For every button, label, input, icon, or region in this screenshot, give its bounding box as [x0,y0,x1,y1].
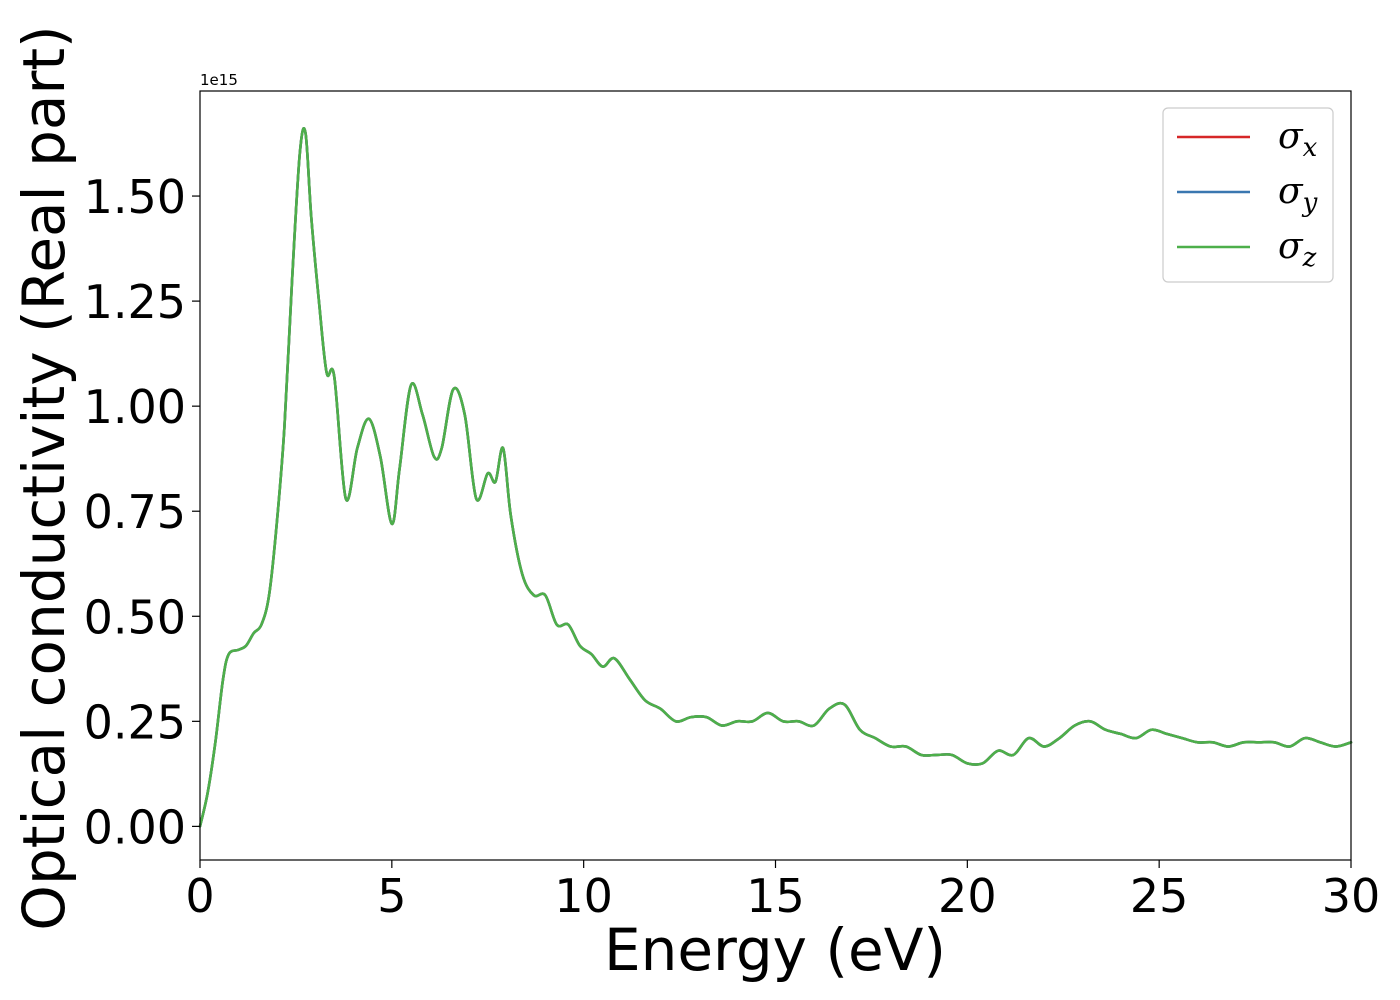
x-tick-label: 5 [377,869,406,923]
legend-label-y: σy [1278,171,1318,218]
series-line-z [198,127,1353,828]
x-axis-ticks: 0 5 10 15 20 25 30 [185,860,1380,923]
y-axis-label: Optical conductivity (Real part) [10,25,78,930]
y-tick-label: 1.25 [84,275,186,329]
y-tick-label: 0.25 [84,695,186,749]
y-tick-label: 0.75 [84,485,186,539]
y-offset-label: 1e15 [200,71,238,89]
x-tick-label: 10 [554,869,613,923]
y-tick-label: 1.50 [84,170,186,224]
y-axis-ticks: 0.00 0.25 0.50 0.75 1.00 1.25 1.50 [84,170,200,854]
y-tick-label: 0.50 [84,590,186,644]
legend-label-x: σx [1278,116,1318,163]
legend-label-z: σz [1278,226,1317,273]
x-tick-label: 20 [938,869,997,923]
x-tick-label: 25 [1130,869,1189,923]
y-tick-label: 1.00 [84,380,186,434]
x-tick-label: 15 [746,869,805,923]
legend-frame [1162,107,1334,283]
x-tick-label: 30 [1322,869,1381,923]
legend: σx σy σz [1162,107,1334,283]
x-tick-label: 0 [185,869,214,923]
series-layer [198,127,1353,828]
x-axis-label: Energy (eV) [604,916,946,984]
y-tick-label: 0.00 [84,800,186,854]
